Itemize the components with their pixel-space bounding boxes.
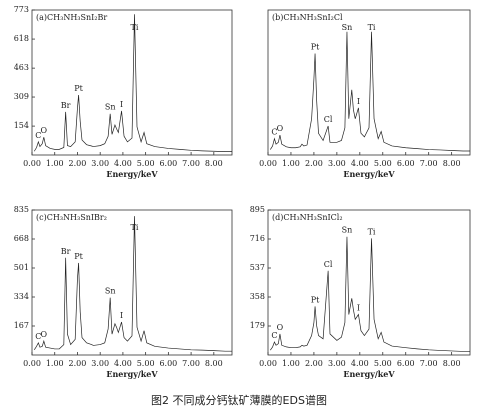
plot-frame	[267, 9, 471, 156]
y-tick-label: 309	[14, 92, 29, 101]
peak-label: O	[41, 330, 48, 339]
peak-label: I	[357, 303, 360, 312]
x-tick-label: 6.00	[159, 159, 177, 168]
spectrum	[270, 31, 470, 152]
peak-label: Ti	[131, 23, 139, 32]
peak-label: Pt	[74, 84, 83, 93]
y-tick-label: 716	[250, 234, 265, 243]
peak-label: Br	[61, 101, 71, 110]
peak-label: Ti	[368, 227, 376, 236]
chart-title: (a)CH₃NH₃SnI₂Br	[36, 13, 107, 22]
x-tick-label: 4.00	[351, 159, 369, 168]
x-tick-label: 8.00	[443, 359, 461, 368]
x-tick-label: 7.00	[182, 159, 200, 168]
x-tick-label: 0.00	[23, 159, 41, 168]
caption: 图2 不同成分钙钛矿薄膜的EDS谱图	[151, 393, 327, 407]
x-tick-label: 8.00	[205, 159, 223, 168]
x-axis-label: Energy/keV	[106, 169, 158, 179]
x-tick-label: 3.00	[91, 359, 109, 368]
peak-label: Sn	[342, 23, 353, 32]
x-tick-label: 1.00	[282, 159, 300, 168]
x-tick-label: 8.00	[205, 359, 223, 368]
peak-label: Pt	[74, 252, 83, 261]
x-tick-label: 6.00	[397, 159, 415, 168]
x-tick-label: 6.00	[159, 359, 177, 368]
y-tick-label: 501	[14, 263, 29, 272]
plot-frame	[31, 209, 233, 356]
peak-label: Ti	[131, 223, 139, 232]
peak-label: Sn	[105, 287, 116, 296]
peak-label: Cl	[324, 115, 333, 124]
x-tick-label: 0.00	[23, 359, 41, 368]
peak-label: Cl	[324, 260, 333, 269]
x-tick-label: 5.00	[374, 159, 392, 168]
spectrum	[270, 236, 470, 352]
x-tick-label: 3.00	[91, 159, 109, 168]
y-tick-label: 463	[14, 63, 29, 72]
chart-title: (b)CH₃NH₃SnI₂Cl	[272, 13, 343, 22]
x-tick-label: 7.00	[420, 359, 438, 368]
x-tick-label: 0.00	[259, 359, 277, 368]
y-tick-label: 167	[14, 321, 29, 330]
y-tick-label: 835	[14, 205, 29, 214]
y-tick-label: 618	[14, 34, 29, 43]
y-tick-label: 334	[14, 292, 29, 301]
peak-label: C	[35, 131, 41, 140]
y-tick-label: 179	[250, 321, 265, 330]
peak-label: Br	[61, 247, 71, 256]
x-tick-label: 5.00	[137, 159, 155, 168]
x-tick-label: 1.00	[46, 359, 64, 368]
x-tick-label: 3.00	[328, 359, 346, 368]
peak-label: C	[35, 332, 41, 341]
x-tick-label: 3.00	[328, 159, 346, 168]
y-tick-label: 358	[250, 292, 265, 301]
peak-label: Sn	[342, 226, 353, 235]
x-tick-label: 1.00	[46, 159, 64, 168]
x-axis-label: Energy/keV	[106, 369, 158, 379]
y-tick-label: 668	[14, 234, 29, 243]
chart-title: (c)CH₃NH₃SnIBr₂	[36, 213, 107, 222]
y-tick-label: 154	[14, 121, 29, 130]
plot-frame	[31, 9, 233, 156]
peak-label: O	[277, 124, 284, 133]
x-tick-label: 6.00	[397, 359, 415, 368]
peak-label: Sn	[105, 103, 116, 112]
x-tick-label: 0.00	[259, 159, 277, 168]
peak-label: I	[120, 311, 123, 320]
peak-label: I	[120, 100, 123, 109]
x-tick-label: 7.00	[182, 359, 200, 368]
plot-frame	[267, 209, 471, 356]
x-tick-label: 2.00	[69, 359, 87, 368]
x-axis-label: Energy/keV	[343, 369, 395, 379]
y-tick-label: 895	[250, 205, 265, 214]
x-tick-label: 2.00	[69, 159, 87, 168]
y-tick-label: 537	[250, 263, 265, 272]
x-tick-label: 2.00	[305, 159, 323, 168]
x-tick-label: 2.00	[305, 359, 323, 368]
spectrum	[33, 216, 232, 352]
x-axis-label: Energy/keV	[343, 169, 395, 179]
peak-label: O	[277, 323, 284, 332]
peak-label: Pt	[311, 43, 320, 52]
x-tick-label: 1.00	[282, 359, 300, 368]
x-tick-label: 4.00	[114, 159, 132, 168]
peak-label: Pt	[311, 295, 320, 304]
x-tick-label: 7.00	[420, 159, 438, 168]
x-tick-label: 4.00	[351, 359, 369, 368]
peak-label: O	[41, 126, 48, 135]
x-tick-label: 8.00	[443, 159, 461, 168]
x-tick-label: 5.00	[137, 359, 155, 368]
x-tick-label: 5.00	[374, 359, 392, 368]
peak-label: I	[357, 97, 360, 106]
x-tick-label: 4.00	[114, 359, 132, 368]
peak-label: C	[271, 128, 277, 137]
y-tick-label: 773	[14, 5, 29, 14]
spectrum	[33, 14, 232, 152]
peak-label: Ti	[368, 23, 376, 32]
peak-label: C	[271, 331, 277, 340]
chart-title: (d)CH₃NH₃SnICl₂	[272, 213, 343, 222]
